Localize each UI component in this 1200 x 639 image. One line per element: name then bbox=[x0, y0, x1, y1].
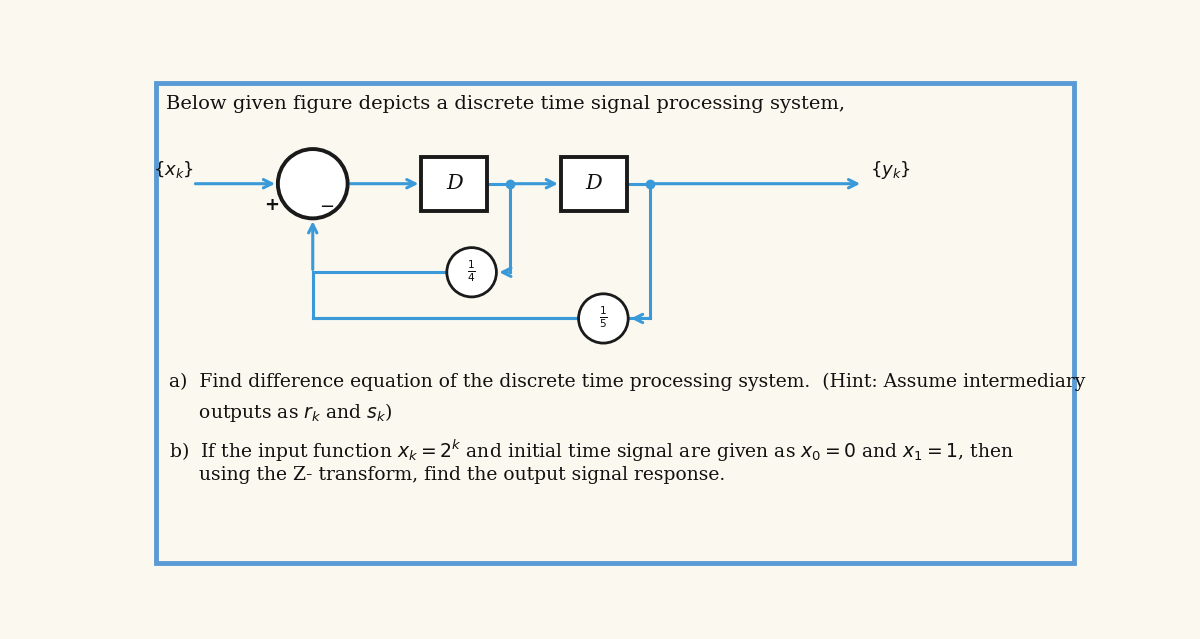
Text: using the Z- transform, find the output signal response.: using the Z- transform, find the output … bbox=[169, 466, 726, 484]
Text: b)  If the input function $x_k = 2^k$ and initial time signal are given as $x_0 : b) If the input function $x_k = 2^k$ and… bbox=[169, 438, 1014, 464]
Text: $\frac{1}{4}$: $\frac{1}{4}$ bbox=[467, 258, 476, 284]
Text: +: + bbox=[264, 196, 280, 214]
Text: a)  Find difference equation of the discrete time processing system.  (Hint: Ass: a) Find difference equation of the discr… bbox=[169, 373, 1086, 390]
FancyBboxPatch shape bbox=[156, 83, 1074, 562]
Text: $\{x_k\}$: $\{x_k\}$ bbox=[152, 159, 193, 180]
Bar bbox=[560, 157, 626, 211]
Text: outputs as $r_k$ and $s_k$): outputs as $r_k$ and $s_k$) bbox=[169, 401, 392, 424]
Text: D: D bbox=[446, 174, 462, 193]
Text: −: − bbox=[319, 198, 335, 216]
Circle shape bbox=[446, 248, 497, 297]
Text: Below given figure depicts a discrete time signal processing system,: Below given figure depicts a discrete ti… bbox=[166, 95, 845, 113]
Bar bbox=[421, 157, 487, 211]
Text: $\{y_k\}$: $\{y_k\}$ bbox=[870, 159, 911, 181]
Circle shape bbox=[578, 294, 628, 343]
Text: $\frac{1}{5}$: $\frac{1}{5}$ bbox=[599, 304, 607, 330]
Text: D: D bbox=[586, 174, 602, 193]
Circle shape bbox=[278, 149, 348, 219]
